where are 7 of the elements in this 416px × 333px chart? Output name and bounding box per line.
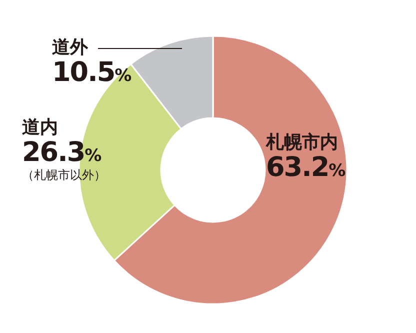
data-label: 10.5% (52, 56, 131, 88)
slice-label: 道外 (52, 37, 89, 58)
slice-label: 道内 (22, 117, 59, 138)
data-label: 26.3% (22, 136, 101, 168)
data-label: 63.2% (266, 152, 345, 183)
text: （札幌市以外） (22, 168, 106, 183)
slice-label: 札幌市内 (266, 132, 339, 153)
